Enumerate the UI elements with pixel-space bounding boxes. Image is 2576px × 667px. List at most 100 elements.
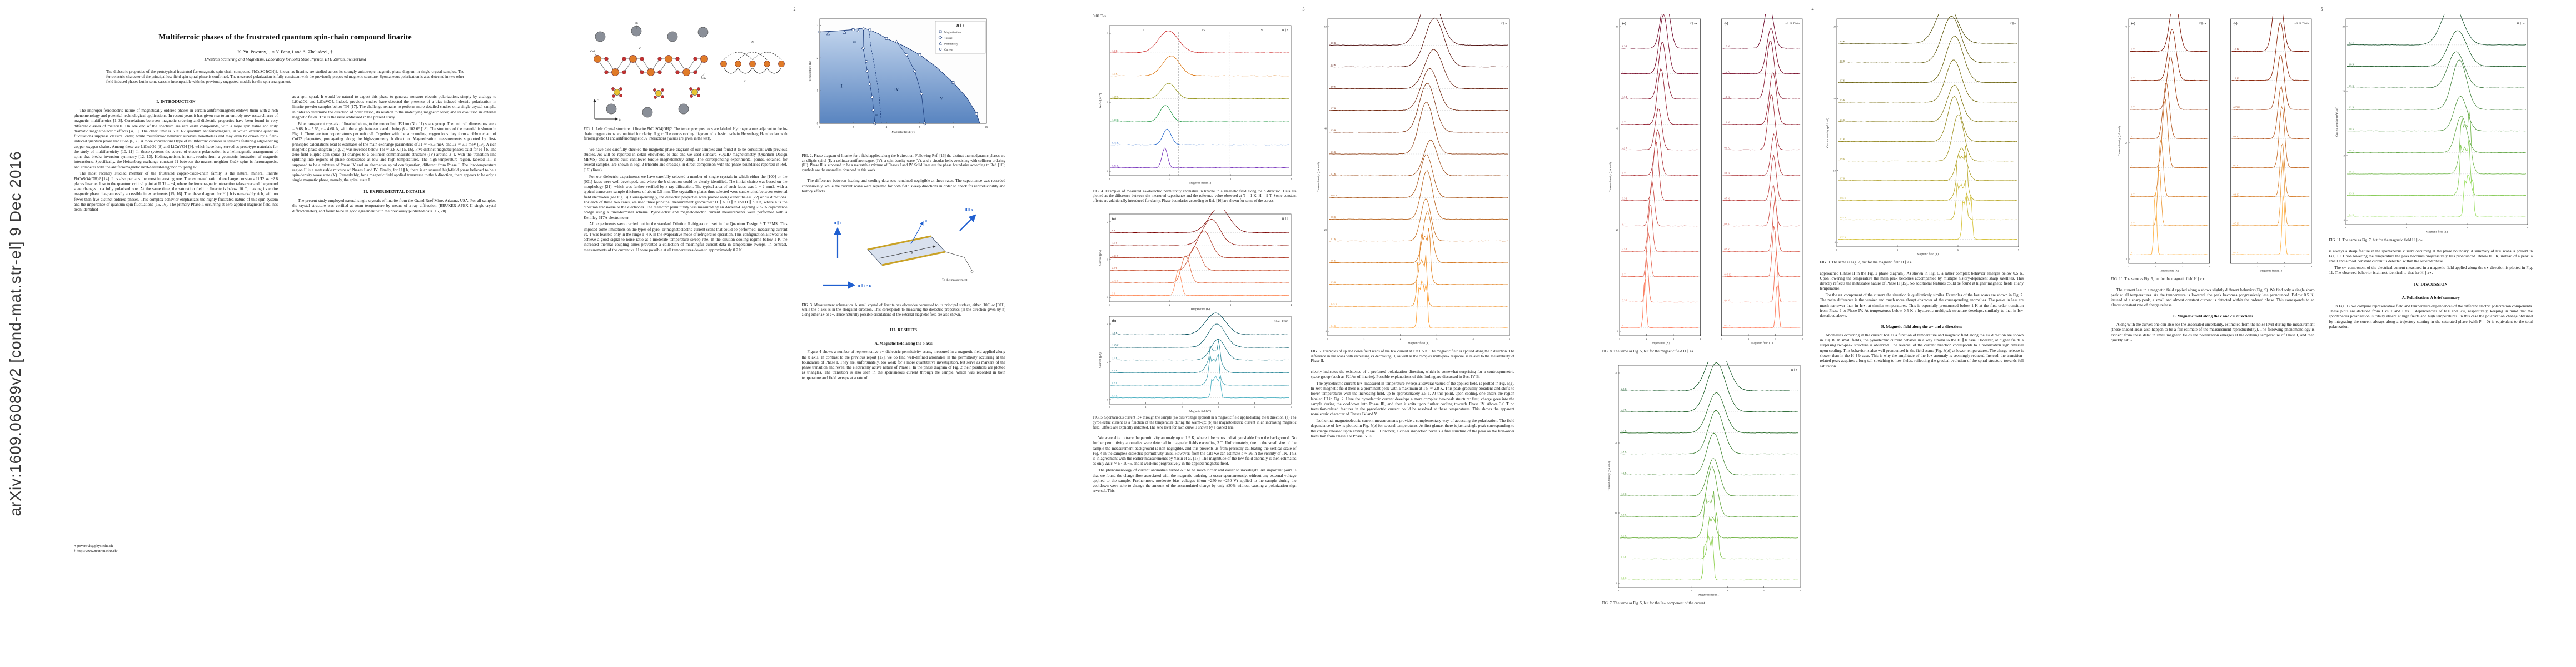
measurement-schematic-figure: b n H ∥ b H ∥ b × n H ∥ n To the measurement <box>823 208 976 289</box>
svg-text:Temperature (K): Temperature (K) <box>1190 307 1210 311</box>
svg-text:V: V <box>940 97 943 101</box>
svg-text:20: 20 <box>1615 441 1618 444</box>
svg-text:1.3 K: 1.3 K <box>2234 48 2239 51</box>
svg-text:0.6 K: 0.6 K <box>1621 534 1627 537</box>
page4-right-column: 0 10 20 30 0 3 6 9 Magnetic field (T) Current den… <box>1820 13 2024 647</box>
svg-text:3: 3 <box>1230 303 1232 306</box>
figure-3-caption: FIG. 3. Measurement schematics. A small … <box>801 303 1006 317</box>
svg-text:+0.21 T/min: +0.21 T/min <box>1785 22 1800 26</box>
svg-text:2.5 T: 2.5 T <box>1112 267 1117 270</box>
page-number: 2 <box>793 7 796 12</box>
page1-right-column: as a spin spiral. It would be natural to… <box>292 94 496 562</box>
svg-text:2: 2 <box>1399 337 1401 340</box>
svg-text:10: 10 <box>2342 155 2345 157</box>
svg-text:2.5 K: 2.5 K <box>1621 387 1627 390</box>
svg-text:J1: J1 <box>744 80 747 83</box>
svg-text:2: 2 <box>1107 32 1108 34</box>
page5-columns: 0 20 40 1 2 3 4 Temperature (K) Current density … <box>2111 13 2533 647</box>
svg-text:0.75 K: 0.75 K <box>1112 141 1119 144</box>
svg-text:Current density (pA/cm²): Current density (pA/cm²) <box>1317 162 1321 192</box>
svg-text:0: 0 <box>1107 399 1109 401</box>
svg-text:H ∥ b: H ∥ b <box>1499 22 1507 26</box>
svg-text:Magnetic field (T): Magnetic field (T) <box>1751 341 1773 345</box>
svg-text:0.45 K: 0.45 K <box>1840 216 1847 219</box>
svg-text:2: 2 <box>852 126 854 129</box>
svg-text:1.7 K: 1.7 K <box>1840 79 1845 82</box>
svg-text:0.5 T: 0.5 T <box>1622 45 1627 48</box>
svg-text:9: 9 <box>1291 177 1292 180</box>
svg-text:0: 0 <box>1721 337 1722 340</box>
svg-text:3: 3 <box>1436 337 1438 340</box>
pages-row: Multiferroic phases of the frustrated qu… <box>31 0 2576 667</box>
svg-text:(b): (b) <box>2234 22 2238 26</box>
svg-text:0: 0 <box>1617 330 1619 333</box>
svg-text:2.5 K: 2.5 K <box>1331 63 1336 66</box>
svg-text:6: 6 <box>1957 248 1959 251</box>
svg-text:10: 10 <box>985 126 988 129</box>
svg-text:H ∥ c∗: H ∥ c∗ <box>2198 22 2207 26</box>
svg-text:0.45 K: 0.45 K <box>1331 303 1338 306</box>
svg-text:+0.21 T/min: +0.21 T/min <box>1274 320 1288 323</box>
svg-text:Current: Current <box>944 48 953 52</box>
svg-text:2: 2 <box>1169 303 1170 306</box>
figure-7: 0 10 20 30 0 1 2 3 4 5 Magnetic field (T) Current d… <box>1602 360 1806 610</box>
svg-text:b: b <box>911 252 913 255</box>
svg-text:0: 0 <box>2343 219 2345 222</box>
paragraph: The phenomenology of current anomalies t… <box>1093 467 1297 494</box>
svg-text:0.5 K: 0.5 K <box>1725 248 1730 251</box>
paragraph: In Fig. 12 we compare representative fie… <box>2329 303 2533 329</box>
figure-8: 0 20 40 60 1 2 3 4 Temperature (K) Current densit… <box>1602 14 1806 359</box>
svg-text:3: 3 <box>2182 265 2184 268</box>
svg-text:Temperature (K): Temperature (K) <box>2159 269 2179 273</box>
introduction-continued: as a spin spiral. It would be natural to… <box>292 94 496 185</box>
svg-text:0.9 K: 0.9 K <box>1112 370 1118 372</box>
experimental-paragraphs: The present study employed natural singl… <box>292 198 496 215</box>
spontaneous-current-figure: 0 1 2 1 2 3 4 Temperature (K) Current (pA) (a) H ∥… <box>1098 210 1292 414</box>
svg-text:1.1 K: 1.1 K <box>1331 172 1336 175</box>
svg-text:Magnetic field (T): Magnetic field (T) <box>1189 410 1211 414</box>
svg-text:0: 0 <box>1109 177 1110 180</box>
svg-text:0: 0 <box>1325 330 1327 333</box>
svg-text:0: 0 <box>1107 296 1109 299</box>
svg-text:H ∥ b: H ∥ b <box>1791 368 1798 372</box>
svg-text:1: 1 <box>1654 589 1655 592</box>
footnote-email-link[interactable]: ∗ povarovk@phys.ethz.ch <box>74 544 113 548</box>
svg-text:III: III <box>853 41 856 44</box>
svg-text:H ∥ b: H ∥ b <box>955 23 964 28</box>
svg-text:10: 10 <box>1833 169 1836 172</box>
svg-text:c: c <box>597 99 599 102</box>
svg-text:40: 40 <box>2125 26 2128 28</box>
svg-text:To the measurement: To the measurement <box>942 278 968 282</box>
svg-text:0: 0 <box>2345 226 2346 229</box>
svg-text:1.6 K: 1.6 K <box>1112 72 1118 75</box>
svg-text:1.15 K: 1.15 K <box>1112 344 1119 347</box>
crystal-structure-figure: Pb Cu1 Cu2 S Ob c J1 J2 <box>590 22 785 122</box>
svg-text:5 T: 5 T <box>2131 164 2135 167</box>
svg-text:I: I <box>1143 29 1144 32</box>
page3-columns: 0.01 T/s. 0 1 2 0 3 6 9 Magnetic field (T) ΔC/C … <box>1093 13 1514 647</box>
svg-text:I: I <box>840 83 842 88</box>
svg-text:6: 6 <box>1775 337 1776 340</box>
svg-text:Current density (pA/cm²): Current density (pA/cm²) <box>1608 162 1612 192</box>
svg-text:V: V <box>1261 29 1263 32</box>
svg-text:3: 3 <box>1218 406 1219 409</box>
paragraph: approached (Phase II in the Fig. 2 phase… <box>1820 270 2024 291</box>
page-number: 4 <box>1811 7 1814 12</box>
footnote-url-link[interactable]: † http://www.neutron.ethz.ch/ <box>74 549 118 553</box>
svg-text:1.0 K: 1.0 K <box>1621 492 1627 495</box>
svg-text:2.0 K: 2.0 K <box>1331 85 1336 88</box>
svg-text:3: 3 <box>2257 265 2259 268</box>
subsection-heading-a-star: B. Magnetic field along the a∗ and a dir… <box>1881 323 1962 329</box>
svg-text:J2: J2 <box>751 41 754 44</box>
svg-text:2: 2 <box>1182 406 1183 409</box>
svg-text:2.0 K: 2.0 K <box>1840 59 1845 62</box>
svg-text:3 T: 3 T <box>1112 292 1115 295</box>
svg-text:1.1 K: 1.1 K <box>2234 77 2239 79</box>
svg-text:4: 4 <box>2209 265 2210 268</box>
svg-text:8 T: 8 T <box>2131 251 2135 254</box>
svg-text:IV: IV <box>1202 29 1205 32</box>
page4-right-paragraphs-b: Anomalies occurring in the current Ic∗ a… <box>1820 332 2024 370</box>
svg-text:Current density (pA/cm²): Current density (pA/cm²) <box>2335 107 2339 137</box>
svg-text:0.7 K: 0.7 K <box>1840 177 1845 180</box>
svg-text:1.9 K: 1.9 K <box>1112 49 1118 52</box>
